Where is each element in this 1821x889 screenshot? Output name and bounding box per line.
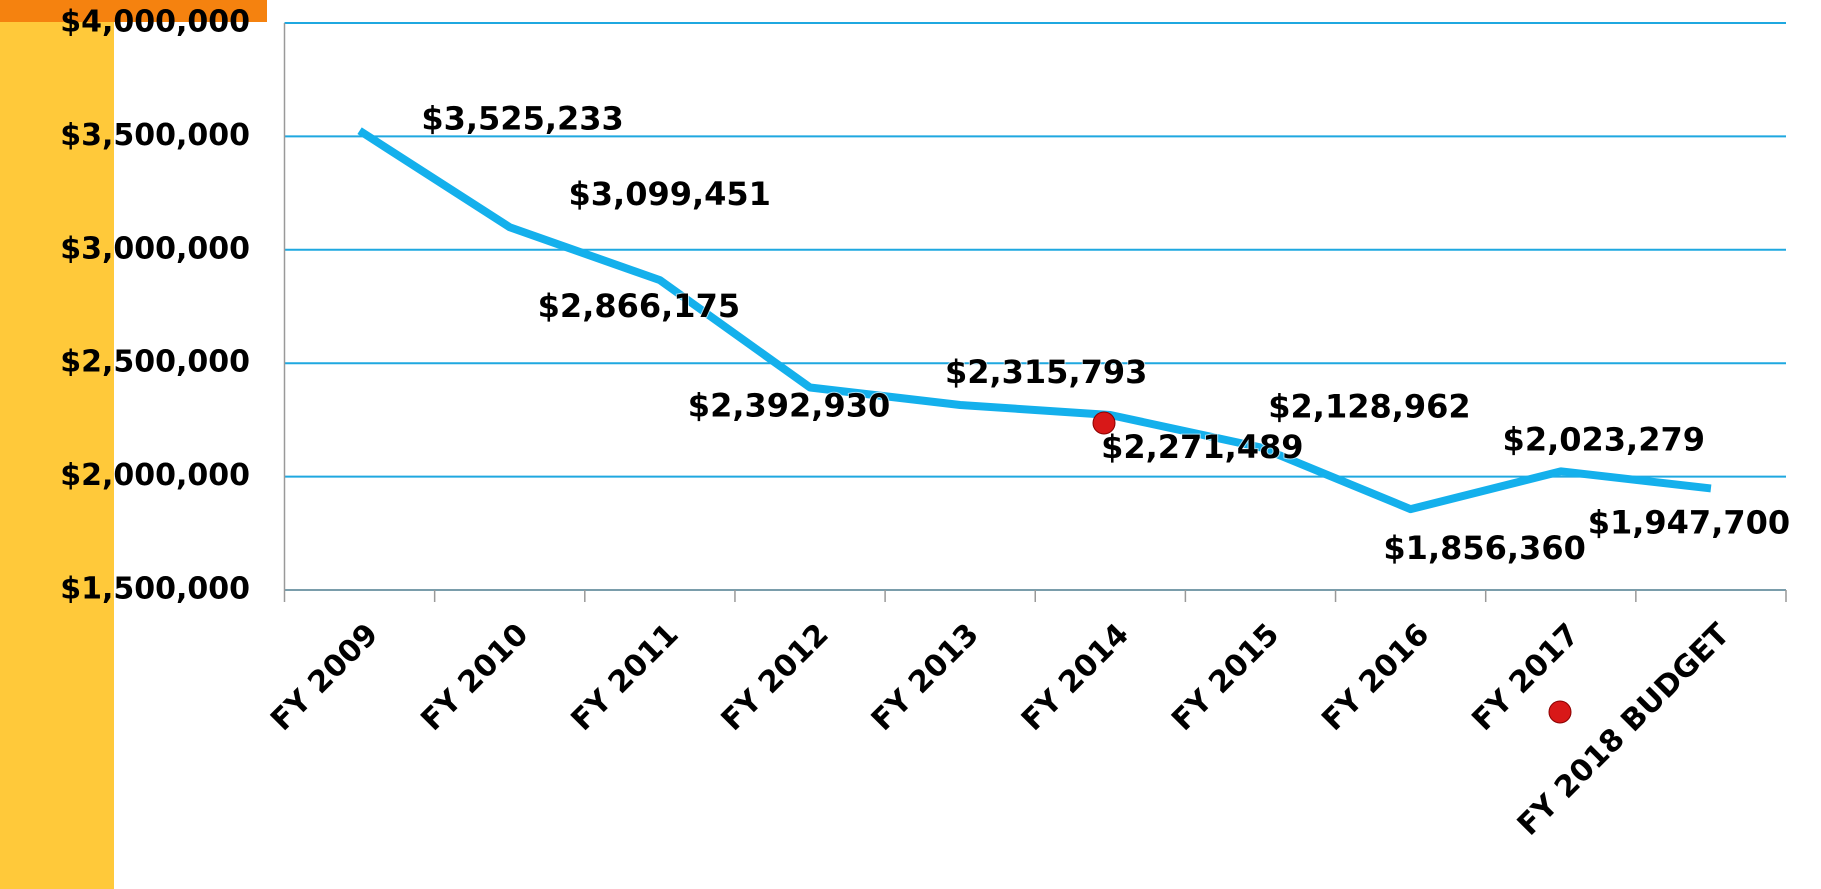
x-tick-label: FY 2015 bbox=[1165, 617, 1286, 738]
plot: $3,525,233 $3,099,451 $2,866,175 $2,392,930… bbox=[357, 99, 1791, 568]
data-label: $2,128,962 bbox=[1268, 387, 1470, 425]
data-line bbox=[357, 127, 1712, 514]
x-tick-label: FY 2016 bbox=[1315, 617, 1436, 738]
y-tick-label: $1,500,000 bbox=[60, 572, 250, 607]
x-tick-label: FY 2014 bbox=[1015, 617, 1136, 738]
x-tick-label: FY 2011 bbox=[565, 617, 686, 738]
data-label: $1,856,360 bbox=[1383, 529, 1585, 567]
data-label: $2,392,930 bbox=[688, 386, 890, 424]
data-label: $2,315,793 bbox=[945, 353, 1147, 391]
data-label: $3,099,451 bbox=[569, 175, 771, 213]
y-tick-label: $4,000,000 bbox=[60, 5, 250, 40]
decor-dot bbox=[1548, 700, 1572, 724]
x-tick-label: FY 2013 bbox=[865, 617, 986, 738]
decor-dot bbox=[1092, 411, 1116, 435]
data-label: $2,023,279 bbox=[1503, 420, 1705, 458]
data-label: $2,866,175 bbox=[538, 287, 740, 325]
y-tick-label: $2,500,000 bbox=[60, 345, 250, 380]
x-tick-label: FY 2009 bbox=[264, 617, 385, 738]
x-tick-label: FY 2010 bbox=[414, 617, 535, 738]
data-label: $2,271,489 bbox=[1101, 428, 1303, 466]
y-tick-label: $2,000,000 bbox=[60, 458, 250, 493]
y-tick-label: $3,500,000 bbox=[60, 118, 250, 153]
y-tick-label: $3,000,000 bbox=[60, 231, 250, 266]
data-label: $3,525,233 bbox=[421, 100, 623, 138]
top-strip bbox=[0, 0, 267, 22]
side-band bbox=[0, 0, 114, 889]
x-tick-label: FY 2012 bbox=[715, 617, 836, 738]
data-label: $1,947,700 bbox=[1588, 503, 1790, 541]
